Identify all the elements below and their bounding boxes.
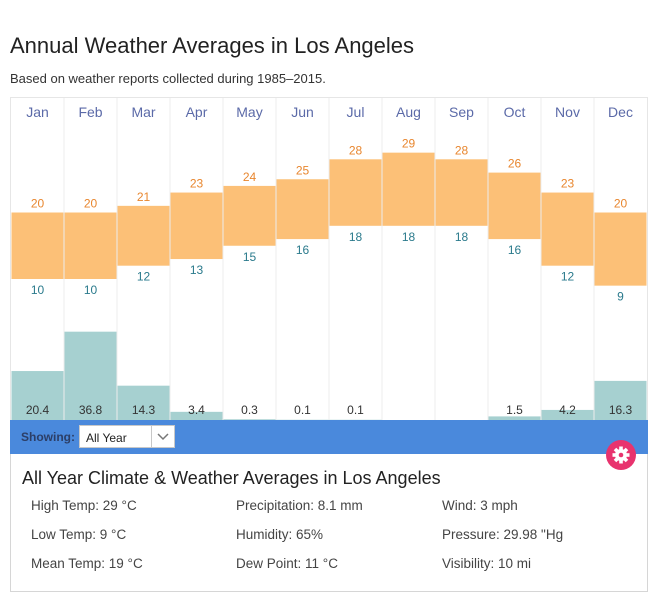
temp-range-bar: [594, 212, 647, 286]
gear-icon: [612, 446, 630, 464]
precip-bar: [223, 419, 276, 420]
precip-bar: [594, 380, 647, 420]
precip-bar: [488, 416, 541, 420]
precip-label: 1.5: [506, 403, 523, 417]
precip-bar: [117, 385, 170, 420]
stat-visibility: Visibility: 10 mi: [442, 556, 532, 571]
high-temp-label: 20: [614, 197, 628, 211]
high-temp-label: 28: [349, 143, 363, 157]
low-temp-label: 13: [190, 263, 204, 277]
low-temp-label: 15: [243, 250, 257, 264]
precip-bar: [64, 331, 117, 420]
temp-range-bar: [541, 192, 594, 266]
summary-panel: All Year Climate & Weather Averages in L…: [10, 454, 648, 592]
stat-precipitation: Precipitation: 8.1 mm: [236, 498, 363, 513]
page-subtitle: Based on weather reports collected durin…: [10, 71, 326, 86]
precip-label: 0.3: [241, 403, 258, 417]
stat-pressure: Pressure: 29.98 "Hg: [442, 527, 564, 542]
stat-dew-point: Dew Point: 11 °C: [236, 556, 338, 571]
month-label: Sep: [449, 104, 474, 120]
high-temp-label: 29: [402, 137, 416, 151]
month-label: Nov: [555, 104, 580, 120]
stat-mean-temp: Mean Temp: 19 °C: [31, 556, 143, 571]
precip-bar: [11, 371, 64, 420]
stat-humidity: Humidity: 65%: [236, 527, 324, 542]
high-temp-label: 23: [190, 177, 204, 191]
month-label: Dec: [608, 104, 633, 120]
precip-label: 4.2: [559, 403, 576, 417]
month-label: Apr: [186, 104, 208, 120]
month-label: Mar: [131, 104, 155, 120]
temp-range-bar: [435, 159, 488, 226]
high-temp-label: 25: [296, 163, 310, 177]
summary-title: All Year Climate & Weather Averages in L…: [22, 468, 441, 488]
period-toolbar: Showing: All Year: [10, 420, 648, 454]
temp-range-bar: [11, 212, 64, 279]
precip-bar: [170, 411, 223, 420]
month-label: Jan: [26, 104, 49, 120]
temp-range-bar: [329, 159, 382, 226]
low-temp-label: 18: [402, 230, 416, 244]
stat-low-temp: Low Temp: 9 °C: [31, 527, 127, 542]
period-select-value: All Year: [86, 431, 127, 445]
precip-label: 36.8: [79, 403, 103, 417]
high-temp-label: 24: [243, 170, 257, 184]
month-label: Feb: [78, 104, 102, 120]
precip-label: 3.4: [188, 403, 205, 417]
chevron-down-icon[interactable]: [151, 426, 174, 447]
low-temp-label: 12: [137, 270, 151, 284]
month-label: Aug: [396, 104, 421, 120]
low-temp-label: 9: [617, 290, 624, 304]
high-temp-label: 28: [455, 143, 469, 157]
precip-label: 0.1: [347, 403, 364, 417]
low-temp-label: 16: [508, 243, 522, 257]
settings-button[interactable]: [606, 440, 636, 470]
high-temp-label: 23: [561, 177, 575, 191]
high-temp-label: 20: [84, 197, 98, 211]
high-temp-label: 26: [508, 157, 522, 171]
low-temp-label: 16: [296, 243, 310, 257]
low-temp-label: 18: [455, 230, 469, 244]
low-temp-label: 10: [31, 283, 45, 297]
month-label: May: [236, 104, 262, 120]
high-temp-label: 21: [137, 190, 151, 204]
weather-chart-svg: Jan 20.4 20 10 Feb 36.8 20 10 Mar 14.3 21 12 Apr 3.4 2…: [11, 98, 647, 420]
temp-range-bar: [64, 212, 117, 279]
stat-high-temp: High Temp: 29 °C: [31, 498, 137, 513]
temp-range-bar: [276, 179, 329, 240]
low-temp-label: 12: [561, 270, 575, 284]
high-temp-label: 20: [31, 197, 45, 211]
stat-wind: Wind: 3 mph: [442, 498, 518, 513]
period-select[interactable]: All Year: [79, 425, 175, 448]
month-label: Jun: [291, 104, 314, 120]
temp-range-bar: [223, 185, 276, 246]
precip-bar: [541, 409, 594, 420]
precip-label: 14.3: [132, 403, 156, 417]
low-temp-label: 10: [84, 283, 98, 297]
precip-label: 16.3: [609, 403, 633, 417]
precip-label: 20.4: [26, 403, 50, 417]
temp-range-bar: [170, 192, 223, 260]
temp-range-bar: [488, 172, 541, 240]
precip-label: 0.1: [294, 403, 311, 417]
low-temp-label: 18: [349, 230, 363, 244]
page-title: Annual Weather Averages in Los Angeles: [10, 33, 415, 58]
month-label: Jul: [347, 104, 365, 120]
temp-range-bar: [382, 152, 435, 226]
temp-range-bar: [117, 205, 170, 266]
weather-chart: Jan 20.4 20 10 Feb 36.8 20 10 Mar 14.3 21 12 Apr 3.4 2…: [10, 97, 648, 420]
showing-label: Showing:: [21, 430, 75, 444]
month-label: Oct: [504, 104, 526, 120]
